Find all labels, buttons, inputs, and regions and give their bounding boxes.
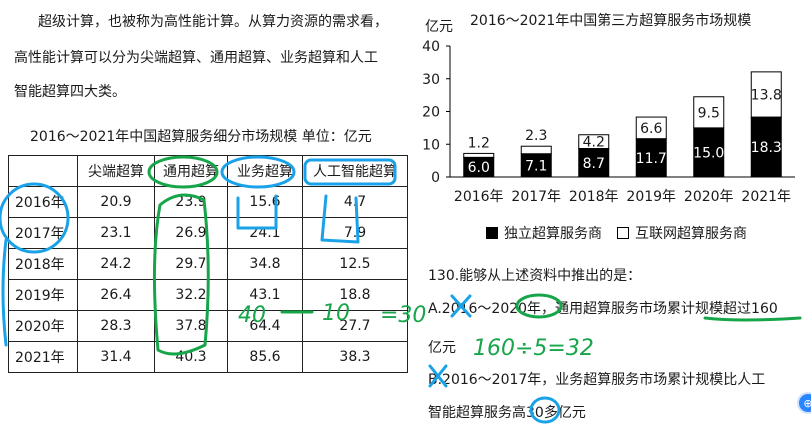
- intro-line-1: 超级计算，也被称为高性能计算。从算力资源的需求看，: [38, 14, 388, 30]
- bar-value-label: 13.8: [751, 87, 782, 103]
- green-column-loop: [152, 193, 210, 356]
- table-row: 2017年 23.1 26.9 24.1 7.9: [8, 217, 408, 249]
- bar-value-label: 6.6: [640, 121, 662, 137]
- option-a-line-1: A.2016～2020年，通用超算服务市场累计规模超过160: [428, 301, 778, 317]
- table-row: 2021年 31.4 40.3 85.6 38.3: [8, 341, 408, 373]
- bar-value-label: 2.3: [525, 128, 547, 144]
- table-row: 2020年 28.3 37.8 64.4 27.7: [8, 310, 408, 342]
- table-title: 2016～2021年中国超算服务细分市场规模 单位：亿元: [30, 129, 372, 145]
- bar-value-label: 4.2: [583, 135, 605, 151]
- table-cell: 38.3: [302, 341, 408, 373]
- y-tick-label: 30: [422, 72, 440, 88]
- bar-value-label: 15.0: [693, 145, 724, 161]
- market-table: 尖端超算 通用超算 业务超算 人工智能超算 2016年 20.9 23.9 15…: [8, 155, 408, 373]
- ink-number: 10: [322, 301, 350, 326]
- legend-item-internet: 互联网超算服务商: [617, 223, 747, 243]
- intro-line-3: 智能超算四大类。: [14, 84, 126, 100]
- bar-value-label: 7.1: [525, 158, 547, 174]
- question-stem: 130.能够从上述资料中推出的是：: [428, 268, 642, 284]
- table-cell: 23.1: [77, 217, 155, 249]
- bar-value-label: 8.7: [583, 156, 605, 172]
- bar-independent: [750, 116, 782, 178]
- green-circle-header: [147, 155, 219, 189]
- x-tick-label: 2017年: [511, 189, 561, 205]
- bar-value-label: 18.3: [751, 140, 782, 156]
- table-cell: 15.6: [227, 186, 303, 218]
- bar-independent: [693, 127, 725, 178]
- ink-number: 40: [238, 303, 266, 328]
- table-cell: 31.4: [77, 341, 155, 373]
- bar-independent: [578, 148, 610, 178]
- legend-swatch-white: [617, 227, 629, 239]
- table-cell: 2020年: [8, 310, 78, 342]
- table-cell: 7.9: [302, 217, 408, 249]
- y-tick-label: 0: [431, 170, 440, 186]
- stacked-bar-chart: 0 10 20 30 40 6.0 1.2 2016年 7.1 2.3 2017年 8.7 4.2 201…: [422, 39, 795, 205]
- table-header-cell: 尖端超算: [77, 155, 155, 187]
- x-tick-label: 2018年: [569, 189, 619, 205]
- blue-bracket-ai: [320, 194, 360, 244]
- table-cell: 27.7: [302, 310, 408, 342]
- cross-mark-a: [450, 294, 472, 318]
- table-cell: 18.8: [302, 279, 408, 311]
- bar-internet: [693, 96, 725, 129]
- green-underline: [703, 316, 802, 322]
- ink-calculation: 160÷5=32: [473, 336, 594, 361]
- table-row: 2016年 20.9 23.9 15.6 4.7: [8, 186, 408, 218]
- y-tick-label: 40: [422, 39, 440, 55]
- table-cell: 29.7: [154, 248, 228, 280]
- bar-internet: [520, 145, 552, 155]
- legend-label: 独立超算服务商: [504, 226, 602, 242]
- bar-independent: [635, 138, 667, 178]
- table-cell: 2019年: [8, 279, 78, 311]
- table-cell: 12.5: [302, 248, 408, 280]
- option-b-line-2: 智能超算服务高30多亿元: [428, 405, 586, 421]
- cross-mark-b: [428, 364, 448, 388]
- table-cell: 26.9: [154, 217, 228, 249]
- table-cell: 34.8: [227, 248, 303, 280]
- ink-number: =30: [380, 303, 426, 328]
- green-circle-2020: [515, 293, 563, 319]
- blue-circle-duo: [529, 396, 561, 424]
- table-row: 2018年 24.2 29.7 34.8 12.5: [8, 248, 408, 280]
- table-cell: 20.9: [77, 186, 155, 218]
- x-tick-label: 2021年: [741, 189, 791, 205]
- bar-value-label: 9.5: [698, 105, 720, 121]
- zoom-icon[interactable]: ⊕: [797, 392, 811, 414]
- table-cell: 85.6: [227, 341, 303, 373]
- bar-internet: [578, 134, 610, 150]
- option-a-line-2: 亿元: [428, 340, 456, 356]
- x-tick-label: 2016年: [454, 189, 504, 205]
- bar-internet: [463, 152, 495, 158]
- x-tick-label: 2020年: [684, 189, 734, 205]
- bar-value-label: 1.2: [468, 135, 490, 151]
- bar-internet: [635, 116, 667, 140]
- blue-box-header: [303, 158, 397, 186]
- blue-stroke-left: [1, 238, 8, 347]
- blue-circle-years: [0, 182, 70, 254]
- bar-value-label: 6.0: [468, 160, 490, 176]
- legend-swatch-black: [486, 227, 498, 239]
- bar-internet: [750, 71, 782, 118]
- bar-value-label: 11.7: [636, 151, 667, 167]
- option-b-line-1: B.2016～2017年，业务超算服务市场累计规模比人工: [428, 372, 766, 388]
- blue-bracket-business: [236, 194, 278, 230]
- table-cell: 64.4: [227, 310, 303, 342]
- table-cell: 2021年: [8, 341, 78, 373]
- table-cell: 2018年: [8, 248, 78, 280]
- table-cell: 37.8: [154, 310, 228, 342]
- legend-item-independent: 独立超算服务商: [486, 223, 602, 243]
- legend-label: 互联网超算服务商: [635, 226, 747, 242]
- table-cell: 24.2: [77, 248, 155, 280]
- chart-title: 2016～2021年中国第三方超算服务市场规模: [470, 13, 752, 29]
- y-tick-label: 10: [422, 137, 440, 153]
- chart-ylabel: 亿元: [425, 19, 453, 35]
- blue-circle-header: [220, 155, 296, 189]
- y-tick-label: 20: [422, 105, 440, 121]
- intro-line-2: 高性能计算可以分为尖端超算、通用超算、业务超算和人工: [14, 50, 378, 66]
- table-header-cell: [8, 155, 78, 187]
- x-tick-label: 2019年: [626, 189, 676, 205]
